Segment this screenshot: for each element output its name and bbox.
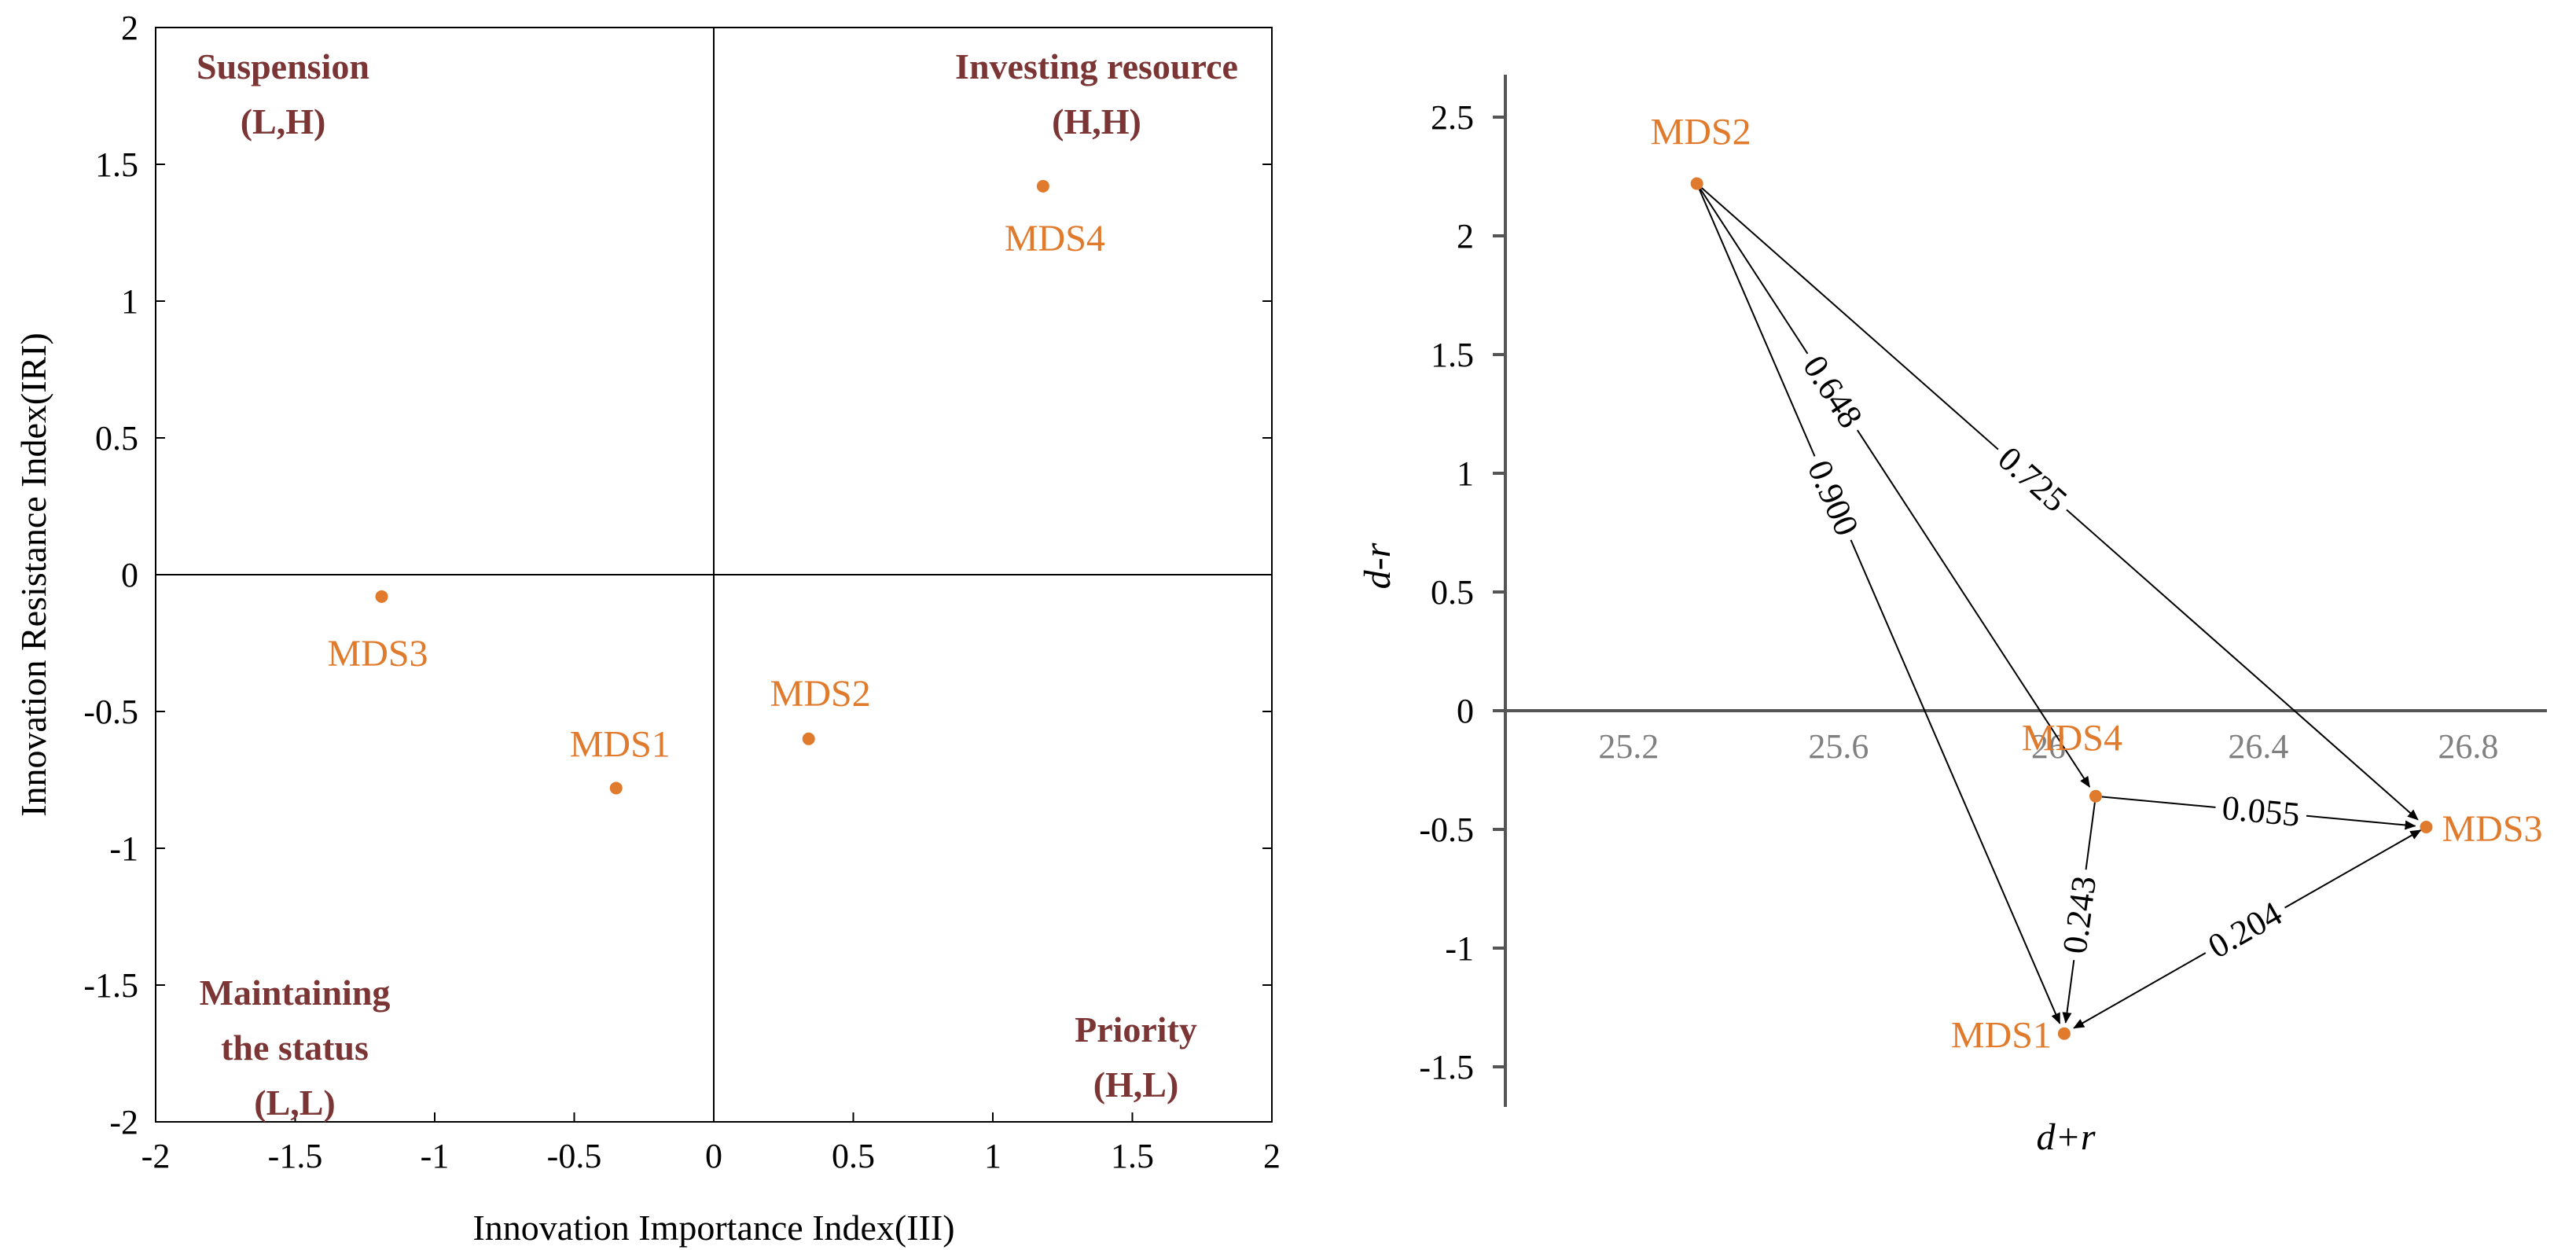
y-tick-label: -1 (109, 829, 138, 868)
y-tick-label: 0 (121, 556, 138, 594)
quadrant-label: Priority (1075, 1009, 1197, 1050)
edge-label-bg (1793, 341, 1876, 440)
quadrant-label: (L,H) (241, 101, 326, 142)
y-tick-label: 1 (1457, 454, 1474, 493)
data-point (609, 781, 623, 795)
quadrant-label: Suspension (197, 46, 369, 86)
y-tick-label: -1.5 (83, 966, 138, 1005)
x-tick-label: 26.8 (2438, 727, 2498, 766)
edge-MDS2-MDS1 (1698, 189, 2061, 1024)
influence-network-chart: 2.5 2 1.5 1 0.5 0 -0.5 -1 -1.5 25.2 25.6 26 26.4 26.8… (1357, 75, 2547, 1158)
y-tick-label: 1.5 (1431, 336, 1474, 374)
y-tick-label: 1.5 (95, 145, 138, 184)
x-tick-label: -1.5 (268, 1137, 323, 1175)
y-tick-label: 2 (121, 9, 138, 47)
x-tick-label: 1 (984, 1137, 1001, 1175)
x-tick-label: 0 (705, 1137, 722, 1175)
y-tick-label: 2 (1457, 217, 1474, 256)
x-tick-label: 26 (2031, 727, 2066, 766)
x-axis-label: Innovation Importance Index(III) (472, 1208, 954, 1248)
quadrant-label: (H,L) (1093, 1064, 1179, 1105)
y-tick-label: -1 (1445, 929, 1474, 968)
x-tick-label: 25.2 (1598, 727, 1659, 766)
quadrant-label: Maintaining (200, 972, 391, 1013)
x-tick-label: 0.5 (832, 1137, 875, 1175)
x-tick-label: 1.5 (1111, 1137, 1154, 1175)
data-point (2089, 789, 2102, 803)
quadrant-label: Investing resource (955, 46, 1238, 86)
y-tick-label: 1 (121, 282, 138, 321)
data-point (1690, 177, 1703, 190)
data-point-label: MDS2 (770, 673, 871, 715)
x-tick-label: -1 (421, 1137, 450, 1175)
data-point (375, 590, 388, 603)
y-axis-label: Innovation Resistance Index(IRI) (13, 333, 53, 817)
data-point (2057, 1027, 2071, 1040)
y-tick-label: 0.5 (95, 419, 138, 458)
edge-label-bg (1799, 447, 1872, 547)
edge-weight-label: 0.055 (2221, 789, 2302, 834)
y-tick-label: 0 (1457, 692, 1474, 730)
x-tick-label: -2 (141, 1137, 171, 1175)
data-point-label: MDS3 (328, 633, 428, 675)
edge-label-bg (1986, 432, 2082, 523)
y-tick-label: -1.5 (1419, 1048, 1474, 1086)
y-axis-label: d-r (1357, 542, 1398, 589)
data-point (1036, 179, 1049, 193)
quadrant-label: (H,H) (1052, 101, 1141, 142)
data-point-label: MDS4 (1005, 218, 1105, 259)
x-tick-label: 26.4 (2228, 727, 2288, 766)
y-tick-label: -0.5 (1419, 811, 1474, 849)
quadrant-label: (L,L) (254, 1083, 336, 1123)
data-point-label: MDS4 (2022, 718, 2122, 759)
data-point-label: MDS3 (2442, 808, 2542, 850)
data-point-label: MDS1 (570, 723, 671, 765)
x-tick-label: 2 (1263, 1137, 1281, 1175)
y-tick-label: 2.5 (1431, 98, 1474, 137)
y-tick-label: -2 (109, 1103, 138, 1142)
data-point (802, 732, 815, 745)
edge-weight-label: 0.204 (2202, 894, 2288, 966)
quadrant-label: the status (221, 1028, 369, 1068)
edge-label-bg (2194, 888, 2294, 969)
edge-label-bg (2214, 785, 2309, 833)
data-point-label: MDS2 (1651, 112, 1751, 153)
data-point (2420, 820, 2433, 833)
y-tick-label: -0.5 (83, 693, 138, 731)
data-point-label: MDS1 (1951, 1015, 2052, 1057)
y-tick-label: 0.5 (1431, 573, 1474, 612)
edge-MDS2-MDS4 (1700, 188, 2091, 788)
x-tick-label: 25.6 (1808, 727, 1869, 766)
x-axis-label: d+r (2036, 1116, 2095, 1158)
quadrant-scatter-chart: -2 -1.5 -1 -0.5 0 0.5 1 1.5 2 2 1.5 1 0.5 0 -0.5 -1 -1.5… (13, 9, 1281, 1248)
x-tick-label: -0.5 (547, 1137, 602, 1175)
